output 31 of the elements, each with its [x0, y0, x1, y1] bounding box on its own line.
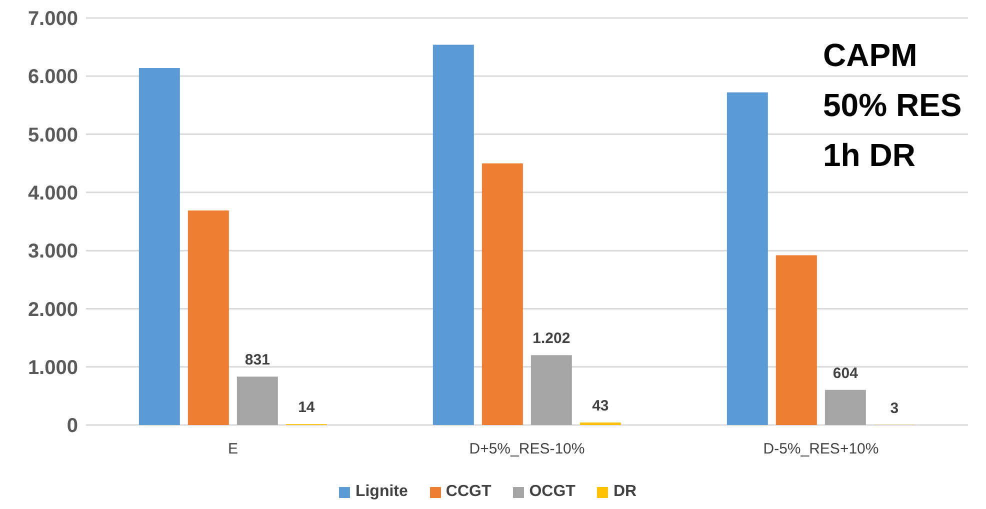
annotation: CAPM 50% RES 1h DR	[823, 37, 962, 173]
y-tick-label: 2.000	[28, 298, 78, 321]
bar	[776, 255, 817, 425]
bar	[726, 92, 768, 425]
legend-label: OCGT	[528, 483, 576, 501]
data-label: 3	[890, 400, 899, 417]
x-tick-label: D-5%_RES+10%	[763, 440, 879, 458]
data-label: 604	[832, 364, 859, 382]
data-label: 1.202	[532, 330, 570, 348]
bar	[824, 390, 866, 425]
bar	[236, 376, 278, 425]
data-label: 43	[592, 398, 609, 414]
bar	[432, 44, 474, 425]
data-label: 831	[244, 352, 270, 369]
y-tick-label: 0	[66, 415, 78, 438]
x-tick-label: D+5%_RES-10%	[469, 440, 585, 458]
y-tick-label: 7.000	[28, 8, 78, 30]
x-tick-label: E	[228, 440, 238, 458]
y-tick-label: 6.000	[28, 66, 78, 88]
y-tick-label: 3.000	[28, 240, 78, 263]
bar	[482, 163, 523, 425]
legend-label: Lignite	[354, 483, 408, 501]
y-tick-label: 4.000	[28, 182, 78, 205]
bar	[530, 355, 572, 425]
bar	[138, 68, 180, 425]
y-tick-label: 1.000	[28, 356, 78, 379]
y-tick-label: 5.000	[28, 124, 78, 146]
legend-label: DR	[612, 483, 637, 501]
legend-label: CCGT	[444, 483, 492, 501]
data-label: 14	[298, 399, 316, 416]
bar	[188, 210, 229, 425]
